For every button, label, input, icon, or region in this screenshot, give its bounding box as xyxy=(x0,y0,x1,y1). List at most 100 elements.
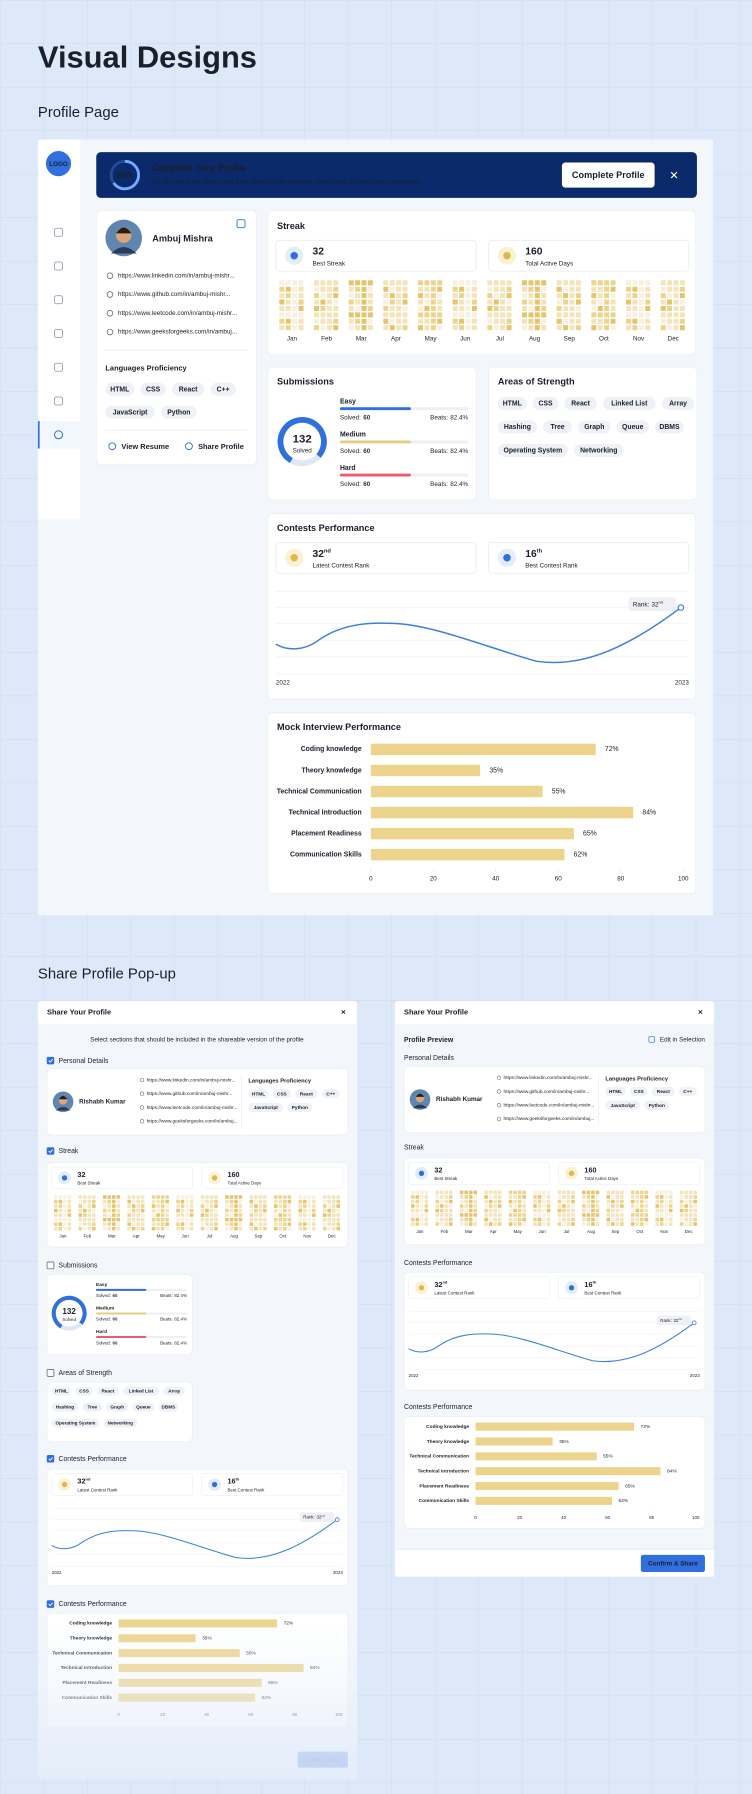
stat-icon-core xyxy=(61,1481,68,1488)
month-label: Nov xyxy=(660,1229,669,1234)
heat-cell xyxy=(684,1208,688,1213)
heat-cell xyxy=(684,1222,688,1226)
nav-icon[interactable] xyxy=(54,329,63,338)
heat-cell xyxy=(127,1204,131,1208)
link-icon xyxy=(106,272,114,279)
chip xyxy=(272,1089,291,1099)
chip-label: Graph xyxy=(584,424,604,431)
month-label: Nov xyxy=(303,1234,312,1239)
heat-cell xyxy=(151,1199,156,1204)
chip xyxy=(163,1386,186,1396)
view-resume[interactable]: View Resume xyxy=(121,442,169,451)
edit-icon[interactable] xyxy=(236,219,246,229)
heat-cell xyxy=(327,1222,331,1226)
heat-cell xyxy=(92,1208,96,1213)
heat-cell xyxy=(180,1217,185,1222)
month-label: Jan xyxy=(287,335,298,342)
heat-cell xyxy=(127,1195,131,1199)
heat-cell xyxy=(693,1204,697,1208)
heat-cell xyxy=(283,1226,287,1231)
heat-cell xyxy=(604,305,610,311)
heat-cell xyxy=(348,293,354,299)
heat-cell xyxy=(200,1208,205,1213)
checkbox xyxy=(46,1369,55,1377)
section-label[interactable]: Personal Details xyxy=(59,1058,110,1065)
heat-cell xyxy=(517,1190,522,1195)
nav-icon[interactable] xyxy=(54,261,63,271)
dialog-close[interactable] xyxy=(698,1009,703,1015)
heat-cell xyxy=(83,1204,87,1208)
heat-cell xyxy=(83,1217,87,1222)
chip xyxy=(140,382,166,396)
nav-icon[interactable] xyxy=(54,362,63,372)
nav-icon[interactable] xyxy=(54,295,63,305)
heat-cell xyxy=(238,1213,243,1217)
heat-cell xyxy=(464,1190,468,1195)
heat-cell xyxy=(659,1190,664,1195)
section-label: Contests Performance xyxy=(404,1260,472,1267)
heat-cell xyxy=(459,299,465,305)
banner-text: You are just a few steps away from attra… xyxy=(151,179,423,186)
heat-cell xyxy=(430,286,436,292)
heat-cell xyxy=(320,325,326,331)
heat-cell xyxy=(336,1217,341,1222)
donut-total: 132 xyxy=(62,1307,76,1316)
heat-cell xyxy=(591,1208,595,1213)
personal-card xyxy=(403,1066,706,1133)
banner-close[interactable] xyxy=(670,171,678,179)
level-fill xyxy=(339,440,411,444)
heat-cell xyxy=(180,1222,185,1226)
heat-cell xyxy=(285,280,291,286)
bar-category: Coding knowledge xyxy=(301,746,362,753)
heat-cell xyxy=(279,299,285,305)
heat-cell xyxy=(107,1204,112,1208)
heat-cell xyxy=(659,1195,664,1199)
heat-cell xyxy=(610,318,616,324)
dialog-close[interactable] xyxy=(341,1009,346,1015)
section-label[interactable]: Contests Performance xyxy=(59,1456,127,1463)
x-tick-label: 100 xyxy=(692,1515,700,1520)
heat-cell xyxy=(396,293,402,299)
confirm-button[interactable] xyxy=(297,1751,348,1768)
heat-cell xyxy=(521,318,528,324)
heat-cell xyxy=(595,1208,600,1213)
heat-cell xyxy=(278,1213,283,1217)
heat-cell xyxy=(473,1222,478,1226)
share-profile[interactable]: Share Profile xyxy=(198,442,244,451)
heat-cell xyxy=(249,1208,254,1213)
heat-cell xyxy=(667,325,673,331)
heat-cell xyxy=(493,318,499,324)
confirm-button[interactable] xyxy=(640,1554,705,1573)
section-label[interactable]: Contests Performance xyxy=(59,1601,127,1608)
heat-cell xyxy=(679,286,685,292)
tooltip xyxy=(300,1512,334,1523)
banner-button[interactable] xyxy=(561,162,655,188)
nav-icon[interactable] xyxy=(53,430,64,440)
heat-cell xyxy=(444,1213,449,1217)
chip-label: Operating System xyxy=(504,448,563,455)
nav-icon[interactable] xyxy=(54,227,63,237)
heat-cell xyxy=(625,325,632,331)
curve-point xyxy=(691,1320,697,1326)
section-label[interactable]: Areas of Strength xyxy=(59,1370,113,1377)
heat-cell xyxy=(513,1204,517,1208)
x-tick-label: 40 xyxy=(492,875,499,882)
heat-cell xyxy=(131,1204,136,1208)
month-label: Jan xyxy=(416,1229,424,1234)
chip-label: Tree xyxy=(87,1405,97,1410)
edit-selection[interactable]: Edit in Selection xyxy=(660,1037,706,1044)
heat-cell xyxy=(238,1226,243,1231)
section-label[interactable]: Streak xyxy=(59,1148,79,1155)
heat-cell xyxy=(668,1204,673,1208)
section-label[interactable]: Submissions xyxy=(59,1263,98,1270)
nav-icon[interactable] xyxy=(54,396,63,406)
heat-cell xyxy=(116,1204,121,1208)
heat-cell xyxy=(67,1208,72,1213)
heat-cell xyxy=(439,1213,444,1217)
heat-cell xyxy=(468,1199,473,1204)
bar-category: Technical Introduction xyxy=(418,1468,469,1474)
heat-cell xyxy=(417,293,424,299)
heat-cell xyxy=(107,1199,112,1204)
heat-cell xyxy=(468,1222,473,1226)
